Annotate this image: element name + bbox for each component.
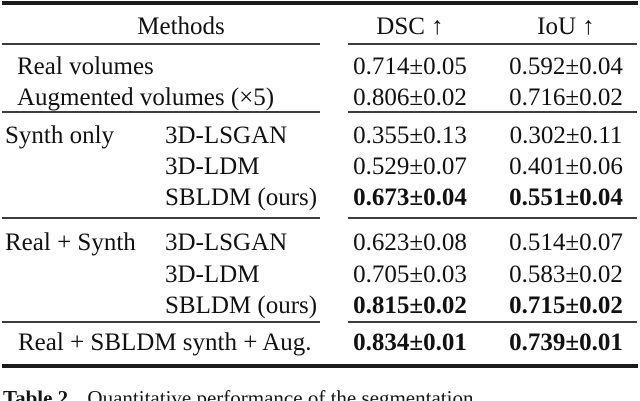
table-header-row: Methods DSC ↑ IoU ↑: [0, 12, 640, 42]
iou-value: 0.592±0.04: [509, 53, 623, 80]
column-header-methods: Methods: [137, 13, 225, 40]
caption-label: Table 2.: [3, 386, 74, 401]
dsc-value: 0.355±0.13: [353, 122, 467, 149]
column-header-iou: IoU ↑: [537, 13, 595, 40]
table-row-synthonly-lsgan: Synth only 3D-LSGAN 0.355±0.13 0.302±0.1…: [0, 121, 640, 151]
method-label: 3D-LSGAN: [165, 122, 288, 149]
iou-value: 0.716±0.02: [509, 84, 623, 111]
row-label: Real volumes: [17, 53, 154, 80]
iou-value: 0.583±0.02: [509, 261, 623, 288]
table-row-synthonly-sbldm: SBLDM (ours) 0.673±0.04 0.551±0.04: [0, 183, 640, 213]
dsc-value: 0.714±0.05: [353, 53, 467, 80]
dsc-value: 0.834±0.01: [353, 329, 467, 356]
iou-value: 0.401±0.06: [509, 153, 623, 180]
iou-value: 0.514±0.07: [509, 229, 623, 256]
table-row-real-volumes: Real volumes 0.714±0.05 0.592±0.04: [0, 52, 640, 82]
table-caption: Table 2. Quantitative performance of the …: [3, 386, 640, 401]
top-rule: [2, 1, 638, 5]
midrule-2-right: [348, 217, 637, 219]
table-row-realsynth-lsgan: Real + Synth 3D-LSGAN 0.623±0.08 0.514±0…: [0, 228, 640, 258]
iou-value: 0.739±0.01: [509, 329, 623, 356]
midrule-1-left: [2, 111, 320, 113]
row-label: Augmented volumes (×5): [17, 84, 275, 111]
table-row-synthonly-ldm: 3D-LDM 0.529±0.07 0.401±0.06: [0, 152, 640, 182]
method-label: 3D-LDM: [165, 261, 260, 288]
caption-text: Quantitative performance of the segmenta…: [87, 386, 474, 401]
table-row-real-sbldm-aug: Real + SBLDM synth + Aug. 0.834±0.01 0.7…: [0, 328, 640, 358]
column-header-dsc: DSC ↑: [376, 13, 444, 40]
midrule-3-left: [2, 321, 320, 323]
iou-value: 0.551±0.04: [509, 184, 623, 211]
iou-value: 0.715±0.02: [509, 292, 623, 319]
midrule-1-right: [348, 111, 637, 113]
table-row-augmented-volumes: Augmented volumes (×5) 0.806±0.02 0.716±…: [0, 83, 640, 113]
header-rule-left: [2, 43, 320, 45]
group-label: Real + Synth: [5, 229, 136, 256]
iou-value: 0.302±0.11: [509, 122, 623, 149]
dsc-value: 0.673±0.04: [353, 184, 467, 211]
midrule-3-right: [348, 321, 637, 323]
method-label: 3D-LDM: [165, 153, 260, 180]
midrule-2-left: [2, 217, 320, 219]
dsc-value: 0.623±0.08: [353, 229, 467, 256]
dsc-value: 0.705±0.03: [353, 261, 467, 288]
method-label: SBLDM (ours): [165, 292, 318, 319]
method-label: SBLDM (ours): [165, 184, 318, 211]
bottom-rule: [2, 364, 638, 368]
row-label: Real + SBLDM synth + Aug.: [18, 329, 312, 356]
dsc-value: 0.815±0.02: [353, 292, 467, 319]
dsc-value: 0.806±0.02: [353, 84, 467, 111]
table-row-realsynth-ldm: 3D-LDM 0.705±0.03 0.583±0.02: [0, 260, 640, 290]
table-row-realsynth-sbldm: SBLDM (ours) 0.815±0.02 0.715±0.02: [0, 291, 640, 321]
header-rule-right: [348, 43, 637, 45]
method-label: 3D-LSGAN: [165, 229, 288, 256]
group-label: Synth only: [5, 122, 115, 149]
dsc-value: 0.529±0.07: [353, 153, 467, 180]
